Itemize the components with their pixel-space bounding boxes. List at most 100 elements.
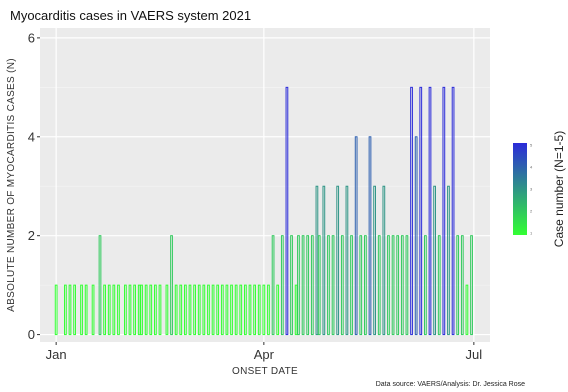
bar <box>460 235 464 336</box>
bar <box>359 235 363 336</box>
legend-tick-label: 3 <box>530 187 533 192</box>
legend-colorbar <box>513 143 527 235</box>
chart-title: Myocarditis cases in VAERS system 2021 <box>10 8 251 23</box>
bar <box>179 284 183 336</box>
bar <box>297 235 300 336</box>
bar <box>234 284 238 336</box>
bar <box>188 284 192 336</box>
bar <box>301 235 305 336</box>
legend-title: Case number (N=1-5) <box>552 131 566 247</box>
bar <box>350 235 353 336</box>
bar <box>117 284 120 336</box>
y-axis-label: ABSOLUTE NUMBER OF MYOCARDITIS CASES (N) <box>6 58 17 312</box>
bar <box>373 185 376 336</box>
grid <box>40 28 490 342</box>
x-tick-label: Apr <box>254 347 275 362</box>
bar <box>68 284 72 336</box>
legend-tick-label: 2 <box>530 209 533 214</box>
bar <box>276 284 280 336</box>
bar <box>202 284 206 336</box>
y-tick-label: 0 <box>28 327 35 342</box>
bar <box>244 284 247 336</box>
bar <box>137 284 141 336</box>
bar <box>290 235 293 336</box>
caption: Data source: VAERS/Analysis: Dr. Jessica… <box>376 381 525 388</box>
x-tick-label: Jan <box>46 347 67 362</box>
bar <box>257 284 261 336</box>
bar <box>410 86 413 336</box>
bars <box>54 86 473 336</box>
bar <box>197 284 201 336</box>
y-tick-label: 6 <box>28 30 35 45</box>
bar <box>64 284 67 336</box>
bar <box>424 235 427 336</box>
bar <box>322 185 326 336</box>
bar <box>184 284 187 336</box>
bar <box>377 235 381 336</box>
y-tick-label: 2 <box>28 228 35 243</box>
bar <box>144 284 148 336</box>
bar <box>327 235 330 336</box>
bar <box>107 284 111 336</box>
bar <box>207 284 210 336</box>
bar <box>280 235 284 336</box>
bar <box>414 136 418 336</box>
bar <box>91 284 95 336</box>
legend-tick-label: 1 <box>530 231 533 236</box>
bar <box>294 284 298 336</box>
bar <box>80 284 83 336</box>
bar <box>158 284 162 336</box>
bar <box>248 284 252 336</box>
bar <box>310 235 314 336</box>
bar <box>315 185 319 336</box>
bar <box>437 235 441 336</box>
bar <box>239 284 243 336</box>
bar <box>285 86 289 336</box>
bar <box>154 284 157 336</box>
bar <box>124 284 127 336</box>
bar <box>165 284 169 336</box>
y-ticks: 0 2 4 6 <box>28 30 40 342</box>
bar <box>170 235 173 336</box>
bar <box>128 284 132 336</box>
bar <box>433 185 436 336</box>
bar <box>54 284 58 336</box>
bar <box>442 86 446 336</box>
bar <box>103 284 106 336</box>
bar <box>225 284 229 336</box>
legend-ticks: 5 4 3 2 1 <box>530 143 533 236</box>
bar <box>271 235 275 336</box>
bar <box>73 284 76 336</box>
bar <box>140 284 143 336</box>
bar <box>133 284 136 336</box>
bar <box>336 185 340 336</box>
bar <box>391 235 395 336</box>
bar <box>253 284 256 336</box>
bar <box>354 136 358 336</box>
bar <box>230 284 233 336</box>
bar <box>211 284 215 336</box>
bar <box>112 284 116 336</box>
legend-tick-label: 4 <box>530 165 533 170</box>
bar <box>419 86 423 336</box>
bar <box>306 235 310 336</box>
bar <box>331 235 335 336</box>
bar <box>193 284 196 336</box>
bar <box>149 284 153 336</box>
bar <box>456 235 460 336</box>
bar <box>364 235 367 336</box>
x-ticks: Jan Apr Jul <box>46 342 482 362</box>
bar <box>84 284 88 336</box>
bar <box>451 86 455 336</box>
bar <box>317 235 321 336</box>
bar <box>405 235 409 336</box>
bar <box>174 284 178 336</box>
x-axis-label: ONSET DATE <box>232 366 298 377</box>
bar <box>396 235 400 336</box>
bar <box>98 235 102 336</box>
bar <box>340 235 344 336</box>
legend-tick-label: 5 <box>530 143 533 148</box>
bar <box>267 284 270 336</box>
bar <box>220 284 224 336</box>
